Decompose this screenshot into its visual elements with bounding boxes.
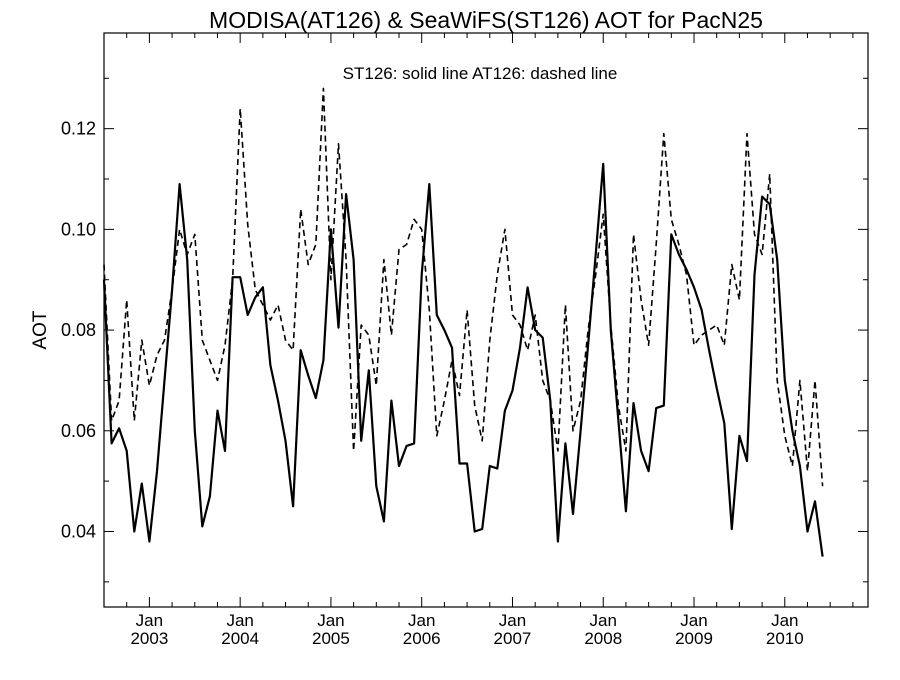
x-tick-year-label: 2005 [312, 629, 350, 648]
x-tick-month-label: Jan [317, 611, 344, 630]
x-tick-month-label: Jan [226, 611, 253, 630]
x-tick-month-label: Jan [408, 611, 435, 630]
series-line-dashed [103, 87, 824, 487]
chart-title: MODISA(AT126) & SeaWiFS(ST126) AOT for P… [209, 7, 763, 33]
y-tick-label: 0.04 [61, 521, 96, 541]
y-axis: 0.04 0.06 0.08 0.10 0.12 [61, 77, 868, 583]
y-tick-label: 0.08 [61, 320, 96, 340]
series-line-solid [102, 162, 824, 557]
x-axis: Jan2003Jan2004Jan2005Jan2006Jan2007Jan20… [103, 33, 854, 648]
x-tick-month-label: Jan [680, 611, 707, 630]
x-tick-year-label: 2008 [584, 629, 622, 648]
y-tick-label: 0.06 [61, 421, 96, 441]
x-tick-month-label: Jan [590, 611, 617, 630]
x-tick-year-label: 2007 [494, 629, 532, 648]
x-tick-month-label: Jan [136, 611, 163, 630]
x-tick-month-label: Jan [771, 611, 798, 630]
y-tick-label: 0.10 [61, 219, 96, 239]
x-tick-year-label: 2004 [221, 629, 259, 648]
y-tick-label: 0.12 [61, 119, 96, 139]
plot-frame [103, 32, 869, 608]
x-tick-year-label: 2010 [766, 629, 804, 648]
series-layer [102, 87, 824, 557]
x-tick-year-label: 2003 [130, 629, 168, 648]
x-tick-month-label: Jan [499, 611, 526, 630]
x-tick-year-label: 2009 [675, 629, 713, 648]
legend-annotation: ST126: solid line AT126: dashed line [343, 64, 618, 83]
x-tick-year-label: 2006 [403, 629, 441, 648]
y-axis-label: AOT [30, 310, 51, 349]
